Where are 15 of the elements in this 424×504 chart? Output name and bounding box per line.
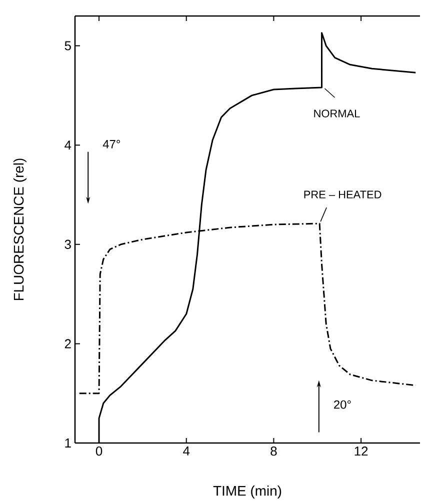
y-tick-label: 2 — [64, 339, 71, 348]
x-tick-label: 12 — [354, 446, 368, 456]
y-axis-title: FLUORESCENCE (rel) — [13, 158, 26, 300]
x-tick-label: 0 — [96, 446, 102, 456]
y-tick-label: 1 — [65, 438, 71, 448]
x-tick-label: 8 — [270, 446, 277, 456]
text: PRE – HEATED — [304, 190, 382, 198]
y-tick-label: 3 — [64, 240, 71, 249]
y-tick-label: 5 — [64, 41, 71, 50]
y-tick-label: 4 — [64, 140, 72, 150]
x-tick-label: 4 — [183, 446, 190, 456]
annotation: 20° — [334, 400, 351, 409]
legend-label: NORMAL — [314, 110, 360, 118]
x-axis-title: TIME (min) — [213, 486, 282, 499]
annotation: 47° — [102, 140, 120, 148]
